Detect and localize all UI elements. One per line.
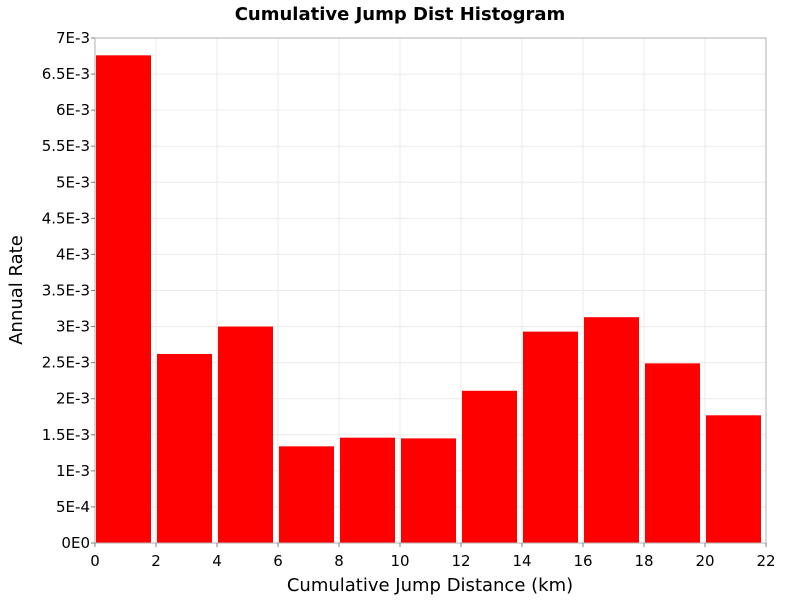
y-tick-label: 3E-3 [56,318,90,336]
x-tick-label: 4 [212,552,222,570]
y-tick-label: 1.5E-3 [42,426,90,444]
x-axis-label: Cumulative Jump Distance (km) [287,575,573,596]
histogram-bar [96,55,151,544]
histogram-bar [462,390,517,543]
x-tick-label: 18 [634,552,653,570]
bars [96,55,761,544]
x-tick-label: 0 [90,552,100,570]
histogram-bar [218,326,273,543]
histogram-bar [401,438,456,543]
y-tick-label: 4.5E-3 [42,209,90,227]
y-tick-label: 5.5E-3 [42,137,90,155]
histogram-bar [340,437,395,543]
x-tick-label: 20 [695,552,714,570]
y-tick-label: 3.5E-3 [42,282,90,300]
y-tick-label: 5E-3 [56,173,90,191]
x-tick-label: 8 [334,552,344,570]
x-tick-label: 12 [451,552,470,570]
y-tick-label: 5E-4 [56,498,90,516]
y-axis: 0E0 5E-4 1E-3 1.5E-3 2E-3 2.5E-3 3E-3 3.5E-3 4E-… [42,29,95,552]
y-tick-label: 4E-3 [56,245,90,263]
histogram-bar [279,446,334,543]
histogram-bar [584,317,639,543]
x-tick-label: 22 [756,552,775,570]
y-tick-label: 2.5E-3 [42,354,90,372]
y-tick-label: 7E-3 [56,29,90,47]
histogram-bar [706,415,761,543]
histogram-bar [645,363,700,543]
y-tick-label: 2E-3 [56,390,90,408]
x-tick-label: 16 [573,552,592,570]
histogram-bar [157,353,212,543]
y-tick-label: 6E-3 [56,101,90,119]
x-axis: 0 2 4 6 8 10 12 14 16 18 20 22 [90,543,776,570]
x-tick-label: 6 [273,552,283,570]
x-tick-label: 10 [390,552,409,570]
x-tick-label: 2 [151,552,161,570]
y-tick-label: 6.5E-3 [42,65,90,83]
chart-title: Cumulative Jump Dist Histogram [235,4,566,25]
y-axis-label: Annual Rate [6,235,27,345]
histogram-bar [523,331,578,543]
y-tick-label: 0E0 [61,534,90,552]
y-tick-label: 1E-3 [56,462,90,480]
x-tick-label: 14 [512,552,531,570]
